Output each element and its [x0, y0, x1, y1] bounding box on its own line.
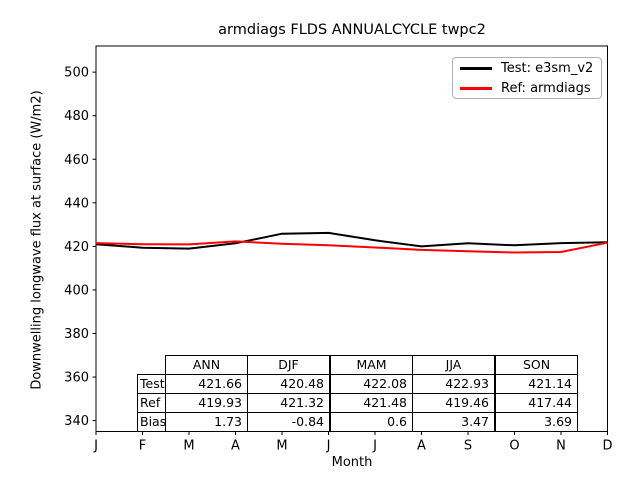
y-tick-label: 420: [64, 240, 89, 255]
y-tick-label: 480: [64, 109, 89, 124]
x-tick-label: A: [417, 439, 426, 454]
x-tick-label: A: [231, 439, 240, 454]
y-tick-label: 440: [64, 196, 89, 211]
test-line-swatch: [460, 66, 492, 70]
test-series-line: [95, 231, 608, 250]
legend-label-ref: Ref: armdiags: [501, 80, 591, 96]
y-tick-label: 400: [64, 283, 89, 298]
x-tick-label: S: [464, 439, 472, 454]
x-tick-label: M: [276, 439, 287, 454]
x-tick-label: D: [602, 439, 612, 454]
x-axis-label: Month: [331, 455, 373, 470]
y-tick-label: 500: [64, 66, 89, 81]
legend-entry-test: Test: e3sm_v2: [453, 58, 601, 78]
x-tick-label: J: [326, 439, 331, 454]
legend-label-test: Test: e3sm_v2: [501, 60, 594, 76]
x-tick-label: J: [372, 439, 377, 454]
legend-entry-ref: Ref: armdiags: [453, 78, 601, 98]
x-tick-label: F: [139, 439, 146, 454]
ref-line-swatch: [460, 86, 492, 90]
y-tick-label: 460: [64, 153, 89, 168]
x-tick-label: M: [183, 439, 194, 454]
x-tick-label: J: [93, 439, 98, 454]
y-tick-label: 380: [64, 327, 89, 342]
ref-series-line: [95, 240, 608, 254]
x-tick-label: N: [556, 439, 566, 454]
x-tick-label: O: [509, 439, 519, 454]
y-tick-group: 340 360 380 400 420 440 460 480 500: [64, 66, 96, 429]
chart-title: armdiags FLDS ANNUALCYCLE twpc2: [218, 22, 486, 38]
axes-frame: [95, 45, 608, 432]
y-tick-label: 340: [64, 414, 89, 429]
y-tick-label: 360: [64, 371, 89, 386]
legend: Test: e3sm_v2 Ref: armdiags: [452, 57, 602, 99]
